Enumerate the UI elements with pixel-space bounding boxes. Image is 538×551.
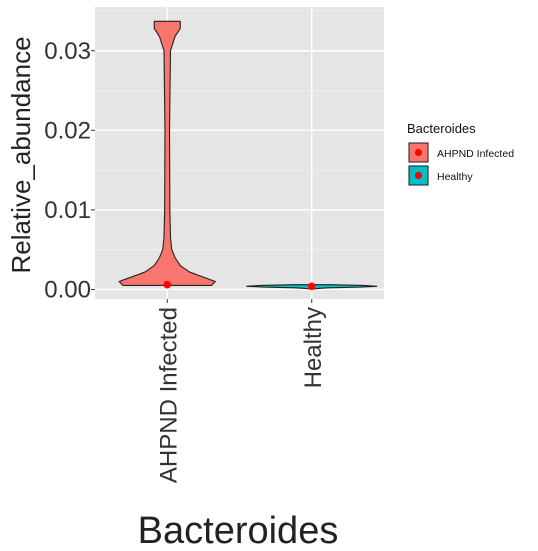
panel-background <box>95 7 384 299</box>
mean-point <box>307 282 316 291</box>
mean-points <box>163 280 316 291</box>
legend-title: Bacteroides <box>407 121 476 136</box>
legend-entry-label: Healthy <box>437 171 473 183</box>
mean-point <box>163 280 172 289</box>
y-axis-title: Relative_abundance <box>6 36 36 273</box>
y-tick-label: 0.02 <box>44 117 91 144</box>
x-tick-label: Healthy <box>300 307 327 388</box>
plot-panel <box>95 7 384 299</box>
violin-ahpnd-infected <box>118 20 216 287</box>
legend-mean-point <box>414 148 423 157</box>
legend: Bacteroides AHPND Infected Healthy <box>407 121 514 186</box>
x-axis: AHPND Infected Healthy <box>155 299 327 483</box>
y-tick-label: 0.00 <box>44 276 91 303</box>
y-axis: 0.00 0.01 0.02 0.03 <box>44 38 95 303</box>
legend-entry-label: AHPND Infected <box>437 148 514 160</box>
x-axis-title: Bacteroides <box>138 510 339 551</box>
x-tick-label: AHPND Infected <box>155 307 182 483</box>
legend-mean-point <box>414 171 423 180</box>
y-tick-label: 0.03 <box>44 38 91 65</box>
y-tick-label: 0.01 <box>44 197 91 224</box>
